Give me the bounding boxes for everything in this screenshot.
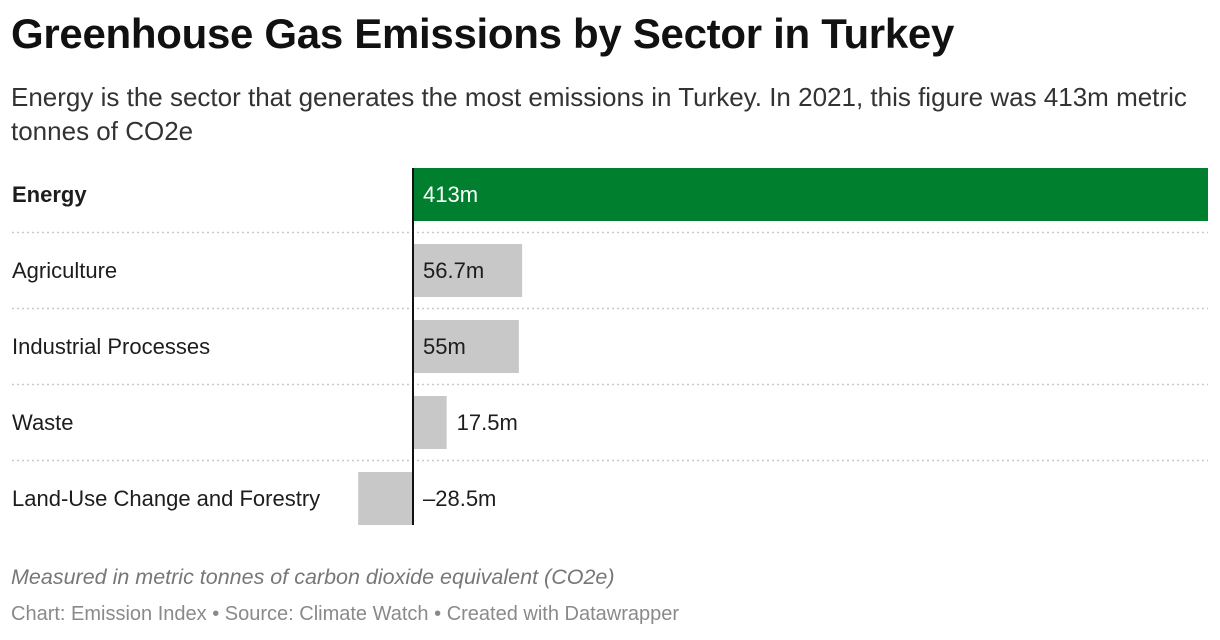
category-label: Industrial Processes [12,334,210,359]
footer-separator: • [434,603,442,625]
bar [358,472,413,525]
footer-chart-credit: Chart: Emission Index [11,603,207,625]
footer-separator: • [212,603,220,625]
value-label: 413m [423,182,478,207]
category-label: Agriculture [12,258,117,283]
bar [413,168,1208,221]
category-label: Energy [12,182,87,207]
category-label: Land-Use Change and Forestry [12,486,320,511]
chart-title: Greenhouse Gas Emissions by Sector in Tu… [11,10,955,57]
bar [413,396,447,449]
footer-source: Source: Climate Watch [224,603,429,625]
chart-notes: Measured in metric tonnes of carbon diox… [11,565,615,589]
value-label: 55m [423,334,466,359]
value-label: 17.5m [457,410,518,435]
chart-footer: Chart: Emission Index • Source: Climate … [11,603,679,626]
value-label: –28.5m [423,486,496,511]
bar-chart: Energy 413m Agriculture 56.7m Industrial Pro… [12,168,1208,525]
chart-subtitle: Energy is the sector that generates the … [11,82,1187,146]
value-label: 56.7m [423,258,484,283]
bar [413,320,519,373]
category-label: Waste [12,410,74,435]
bar [413,244,523,297]
footer-created-with: Created with Datawrapper [446,603,680,625]
